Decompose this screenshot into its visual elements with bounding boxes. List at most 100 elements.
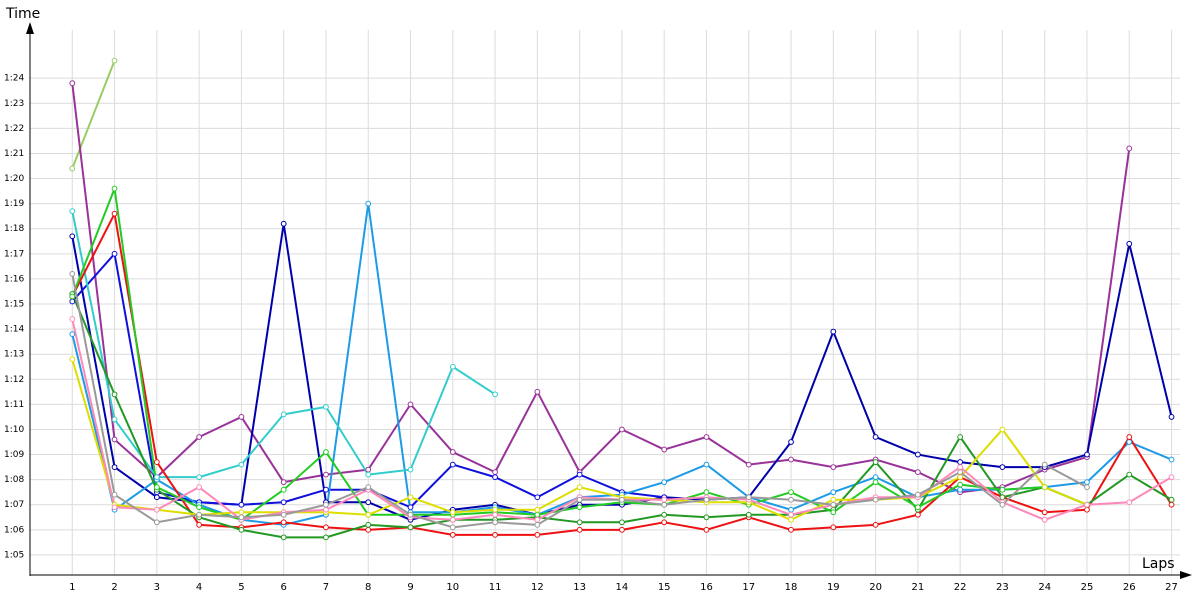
y-tick-label: 1:09 [4,450,24,460]
point [280,479,287,486]
x-tick-label: 20 [869,582,882,593]
y-tick-label: 1:17 [4,249,24,259]
point [323,501,329,508]
y-tick-label: 1:20 [4,174,24,184]
point [111,391,118,398]
point [111,210,118,217]
point [830,464,837,471]
point [407,504,414,511]
point [661,501,668,508]
y-tick-label: 1:22 [4,124,24,134]
point [280,411,287,418]
point [280,519,287,526]
point [1126,434,1133,440]
point [788,456,794,463]
y-tick-label: 1:24 [4,74,24,84]
y-tick-label: 1:18 [4,224,24,234]
point [323,486,329,493]
point [957,464,964,471]
y-tick-label: 1:07 [4,500,24,510]
point [69,298,76,305]
x-axis-title: Laps [1142,556,1175,572]
point [1041,516,1048,523]
y-tick-label: 1:06 [4,525,24,535]
point [914,491,921,498]
y-tick-label: 1:23 [4,99,24,109]
point [534,511,541,518]
point [1168,456,1175,463]
x-arrow [1180,571,1192,579]
point [1084,484,1090,491]
x-tick-label: 12 [531,582,544,593]
y-arrow [26,22,34,34]
point [1041,484,1048,491]
point [238,461,245,468]
point [323,403,329,410]
point [111,185,118,192]
point [196,504,203,511]
point [449,531,456,538]
point [111,491,118,498]
x-tick-label: 6 [280,582,286,593]
x-tick-label: 2 [111,582,117,593]
y-axis-title: Time [5,6,40,22]
point [576,496,583,503]
point [238,509,245,516]
point [788,516,794,523]
point [1084,479,1090,486]
point [365,466,372,473]
point [745,494,752,501]
point [534,516,541,523]
x-tick-label: 5 [238,582,244,593]
point [1126,240,1133,247]
point [576,519,583,526]
point [872,474,879,481]
y-tick-label: 1:21 [4,149,24,159]
point [576,526,583,533]
y-tick-label: 1:13 [4,350,24,360]
point [703,489,710,496]
point [323,506,329,513]
y-tick-label: 1:14 [4,325,24,335]
point [153,506,160,513]
point [323,471,329,478]
point [999,464,1006,471]
point [576,484,583,491]
point [703,461,710,468]
point [619,519,625,526]
point [830,524,837,531]
point [280,486,287,493]
x-tick-label: 17 [742,582,755,593]
point [703,526,710,533]
point [238,414,245,420]
point [492,474,498,481]
point [957,434,964,440]
x-tick-label: 10 [446,582,459,593]
point [1041,509,1048,516]
point [69,80,76,87]
x-tick-label: 3 [154,582,160,593]
point [999,426,1006,433]
x-tick-label: 8 [365,582,371,593]
point [703,514,710,521]
y-tick-label: 1:19 [4,199,24,209]
x-tick-label: 1 [69,582,75,593]
point [111,464,118,471]
point [872,496,879,503]
point [153,474,160,481]
point [1168,414,1175,420]
point [788,439,794,445]
x-tick-label: 13 [573,582,586,593]
point [69,270,76,277]
point [1126,499,1133,506]
point [914,504,921,511]
point [957,486,964,493]
y-tick-label: 1:10 [4,425,24,435]
point [619,496,625,503]
x-tick-label: 27 [1165,582,1178,593]
point [999,494,1006,501]
point [1084,501,1090,508]
point [111,57,118,64]
point [365,511,372,518]
